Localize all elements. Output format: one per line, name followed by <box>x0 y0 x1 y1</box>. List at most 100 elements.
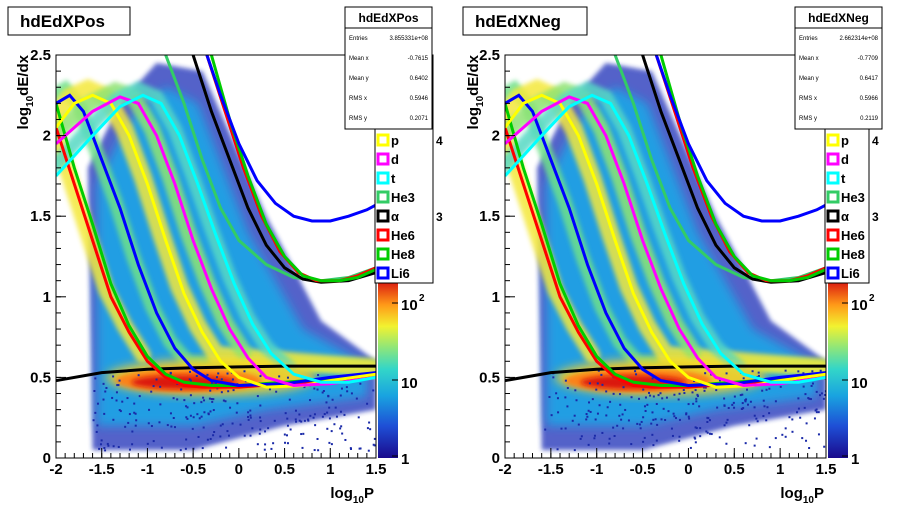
panel-title-2: hdEdXNeg <box>462 6 588 36</box>
x-axis-title: log10P <box>330 485 374 506</box>
stats-row-label: RMS x <box>799 96 817 102</box>
panel-1: -2 -1.5 -1 -0.5 0 0.5 1 1.5 0 0.5 1 1.5 2 2.5 log10P lo… <box>15 47 443 506</box>
legend-marker <box>826 171 840 185</box>
stats-box: hdEdXNeg Entries 2.662314e+08 Mean x -0.7709… <box>794 6 883 130</box>
x-tick-label: 1.5 <box>366 461 387 478</box>
palette-label-10: 10 <box>851 375 868 392</box>
stats-row-value: 3.855331e+08 <box>389 36 428 42</box>
legend-item-label: He6 <box>841 228 865 243</box>
x-tick-label: 1 <box>776 461 784 478</box>
curve-d <box>505 95 826 388</box>
y-tick-label: 0 <box>492 450 500 467</box>
legend-item-label: He8 <box>391 247 415 262</box>
stats-box: hdEdXPos Entries 3.855331e+08 Mean x -0.7615… <box>344 6 433 130</box>
x-tick-label: -0.5 <box>630 461 656 478</box>
color-palette <box>828 280 848 458</box>
stats-row-value: 0.2071 <box>410 116 429 122</box>
curve-He3 <box>164 55 376 283</box>
legend-marker <box>826 247 840 261</box>
stats-row-value: -0.7709 <box>858 56 879 62</box>
y-tick-label: 0.5 <box>30 369 51 386</box>
panel-title: hdEdXNeg <box>475 12 561 31</box>
stats-name: hdEdXPos <box>358 11 418 25</box>
hidden-exp-4: 4 <box>872 134 879 148</box>
stats-row-value: -0.7615 <box>408 56 429 62</box>
curve-e <box>505 364 826 383</box>
legend-marker <box>826 190 840 204</box>
curve-He8 <box>659 55 826 283</box>
legend-item-label: He8 <box>841 247 865 262</box>
x-tick-label: -0.5 <box>180 461 206 478</box>
y-tick-label: 1.5 <box>30 208 51 225</box>
x-tick-label: -1 <box>590 461 603 478</box>
legend-item-label: t <box>391 171 396 186</box>
legend-item-label: t <box>841 171 846 186</box>
stats-row-label: RMS y <box>349 116 367 122</box>
palette-label-1: 1 <box>401 451 409 468</box>
y-tick-label: 0 <box>43 450 51 467</box>
hidden-exp-4: 4 <box>436 134 443 148</box>
curve-Li6 <box>654 55 826 223</box>
stats-row-label: RMS x <box>349 96 367 102</box>
x-tick-label: 0.5 <box>274 461 295 478</box>
x-tick-label: -2 <box>498 461 511 478</box>
legend-marker <box>376 228 390 242</box>
x-tick-label: 0.5 <box>724 461 745 478</box>
palette-label-exp: 2 <box>869 293 875 304</box>
title-box <box>462 6 588 36</box>
legend-item-label: d <box>391 152 399 167</box>
curve-t <box>505 93 826 384</box>
stats-row-label: RMS y <box>799 116 817 122</box>
legend-item-label: α <box>391 209 399 224</box>
panel-title-1: hdEdXPos <box>7 6 131 36</box>
legend-marker <box>826 152 840 166</box>
curve-Li6 <box>205 55 376 223</box>
x-tick-label: 1 <box>326 461 334 478</box>
hidden-exp-3: 3 <box>436 210 443 224</box>
curve-e <box>56 364 376 383</box>
x-tick-label: 0 <box>235 461 243 478</box>
legend-marker <box>376 266 390 280</box>
hidden-exp-3: 3 <box>872 210 879 224</box>
palette-label-exp: 2 <box>419 293 425 304</box>
x-tick-label: -1 <box>141 461 154 478</box>
curve-d <box>56 95 376 388</box>
y-axis-title: log10dE/dx <box>465 54 486 129</box>
stats-row-label: Mean y <box>799 76 819 82</box>
stats-row-label: Mean x <box>349 56 369 62</box>
stats-frame <box>794 6 883 130</box>
x-tick-label: 0 <box>684 461 692 478</box>
stats-row-value: 0.6402 <box>410 76 429 82</box>
stats-row-label: Entries <box>799 36 818 42</box>
y-tick-label: 2 <box>43 128 51 145</box>
stats-row-label: Mean x <box>799 56 819 62</box>
curve-K <box>505 93 826 388</box>
legend-marker <box>376 190 390 204</box>
legend-item-label: He3 <box>841 190 865 205</box>
y-axis-title: log10dE/dx <box>15 54 36 129</box>
y-tick-label: 1 <box>43 289 51 306</box>
curve-He8 <box>209 55 376 283</box>
legend-marker <box>826 209 840 223</box>
stats-frame <box>344 6 433 130</box>
legend-item-label: Li6 <box>841 266 860 281</box>
title-box <box>7 6 131 36</box>
legend-marker <box>376 133 390 147</box>
palette-label-100: 10 <box>401 297 418 314</box>
stats-row-value: 0.2119 <box>860 116 879 122</box>
legend-marker <box>376 247 390 261</box>
stats-row-label: Entries <box>349 36 368 42</box>
color-palette <box>378 280 398 458</box>
stats-row-value: 2.662314e+08 <box>839 36 878 42</box>
legend-marker <box>376 171 390 185</box>
y-tick-label: 1 <box>492 289 500 306</box>
legend-marker <box>826 133 840 147</box>
legend-item-label: p <box>841 133 849 148</box>
legend-item-label: He6 <box>391 228 415 243</box>
legend-item-label: Li6 <box>391 266 410 281</box>
legend-item-label: p <box>391 133 399 148</box>
x-tick-label: -1.5 <box>538 461 564 478</box>
palette-label-100: 10 <box>851 297 868 314</box>
legend-marker <box>826 228 840 242</box>
curve-He3 <box>613 55 826 283</box>
